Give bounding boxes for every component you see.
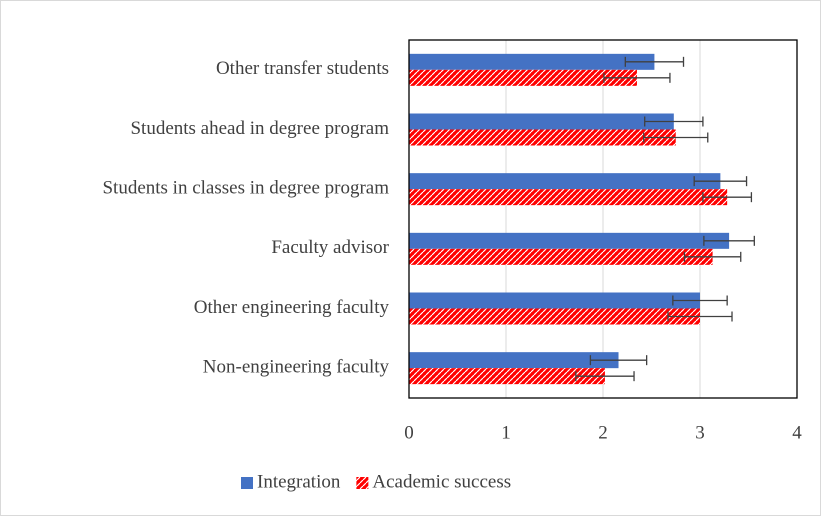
error-bar — [702, 192, 753, 203]
bar — [409, 232, 730, 249]
y-tick-label: Other engineering faculty — [194, 297, 390, 318]
error-bar — [589, 355, 648, 366]
legend-label: Integration — [257, 471, 341, 492]
y-tick-label: Faculty advisor — [271, 237, 389, 258]
plot-border — [408, 39, 798, 399]
bar — [409, 173, 721, 190]
bar — [409, 248, 713, 265]
y-tick-label: Students in classes in degree program — [102, 178, 389, 199]
legend-swatch — [241, 477, 253, 489]
x-tick-label: 3 — [695, 422, 705, 443]
bar — [409, 292, 700, 309]
x-tick-label: 2 — [598, 422, 608, 443]
bar — [409, 129, 676, 146]
error-bar — [624, 56, 685, 67]
bar — [409, 189, 728, 206]
bar — [409, 308, 700, 325]
bar — [409, 53, 655, 70]
legend-swatch — [356, 477, 369, 489]
y-tick-label: Non-engineering faculty — [203, 357, 390, 378]
error-bar — [603, 72, 671, 83]
error-bar — [667, 311, 733, 322]
bar — [409, 368, 605, 385]
x-tick-label: 4 — [792, 422, 802, 443]
bar — [409, 69, 637, 86]
error-bar — [643, 132, 709, 143]
error-bar — [644, 116, 704, 127]
error-bar — [672, 295, 728, 306]
y-tick-label: Other transfer students — [216, 58, 389, 79]
x-tick-label: 0 — [404, 422, 414, 443]
legend-label: Academic success — [372, 471, 511, 492]
x-tick-label: 1 — [501, 422, 511, 443]
y-tick-label: Students ahead in degree program — [130, 118, 389, 139]
error-bar — [575, 371, 635, 382]
error-bar — [693, 176, 748, 187]
error-bar — [703, 235, 755, 246]
bar — [409, 352, 619, 369]
error-bar — [683, 251, 742, 262]
bar — [409, 113, 674, 130]
